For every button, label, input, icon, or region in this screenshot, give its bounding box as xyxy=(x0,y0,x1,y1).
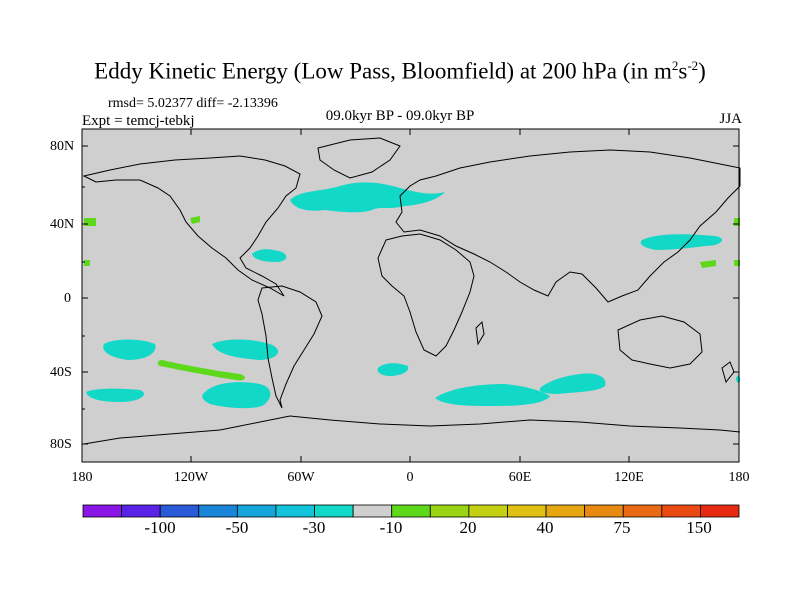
colorbar-box-12 xyxy=(545,504,586,518)
north-pacific-east-patch xyxy=(640,234,723,250)
lon-label-60w: 60W xyxy=(287,470,315,485)
lon-label-180w: 180 xyxy=(71,470,93,485)
lat-label-0: 0 xyxy=(64,291,71,306)
colorbar-label-minus100: -100 xyxy=(144,518,176,537)
colorbar-box-16 xyxy=(700,504,740,518)
australia-coast xyxy=(617,315,703,369)
antarctica-coast xyxy=(83,415,741,445)
colorbar-box-1 xyxy=(121,504,161,518)
south-pacific-positive-patch xyxy=(157,360,245,381)
gulf-patch xyxy=(252,249,287,262)
lat-label-40n: 40N xyxy=(50,217,75,232)
colorbar-box-7 xyxy=(352,504,393,518)
south-indian-patch-1 xyxy=(435,384,550,406)
colorbar-box-11 xyxy=(507,504,547,518)
lon-label-0: 0 xyxy=(406,470,414,485)
axis-ticks xyxy=(82,129,739,462)
south-pacific-patch-3 xyxy=(202,382,271,409)
colorbar-label-minus30: -30 xyxy=(302,518,326,537)
colorbar-label-minus50: -50 xyxy=(225,518,249,537)
south-pacific-patch-2 xyxy=(212,339,279,360)
colorbar-box-5 xyxy=(275,504,315,518)
coastlines xyxy=(82,137,741,445)
eurasia-coast xyxy=(395,149,741,303)
madagascar-coast xyxy=(475,320,485,346)
colorbar-box-15 xyxy=(661,504,701,518)
north-america-coast xyxy=(82,155,301,297)
colorbar-label-150: 150 xyxy=(686,518,712,537)
lon-label-120e: 120E xyxy=(614,470,644,485)
lat-label-80n: 80N xyxy=(50,139,75,154)
colorbar-box-13 xyxy=(584,504,624,518)
colorbar-box-3 xyxy=(198,504,238,518)
map-background xyxy=(82,129,739,462)
stats-label: rmsd= 5.02377 diff= -2.13396 xyxy=(108,96,278,111)
colorbar-box-0 xyxy=(82,504,122,518)
colorbar-box-9 xyxy=(429,504,470,518)
west-edge-positive-patch-1 xyxy=(84,218,96,226)
lat-label-40s: 40S xyxy=(50,365,72,380)
colorbar-label-75: 75 xyxy=(613,518,631,537)
lat-label-80s: 80S xyxy=(50,437,72,452)
south-atlantic-patch xyxy=(377,363,409,376)
colorbar-box-4 xyxy=(236,504,277,518)
colorbar-box-8 xyxy=(391,504,431,518)
north-pacific-positive-patch xyxy=(190,216,200,224)
lon-label-180e: 180 xyxy=(728,470,750,485)
positive-anomaly-patches xyxy=(84,216,740,381)
west-pacific-positive-patch xyxy=(700,260,716,268)
lon-label-60e: 60E xyxy=(508,470,532,485)
colorbar-label-20: 20 xyxy=(459,518,477,537)
colorbar-box-6 xyxy=(314,504,354,518)
africa-coast xyxy=(377,233,475,357)
negative-anomaly-patches xyxy=(86,182,740,409)
south-pacific-patch-4 xyxy=(86,388,144,402)
south-pacific-patch-1 xyxy=(103,339,156,360)
experiment-label: Expt = temcj-tebkj xyxy=(82,113,195,129)
lon-label-120w: 120W xyxy=(173,470,209,485)
colorbar-box-14 xyxy=(622,504,663,518)
colorbar-label-40: 40 xyxy=(536,518,554,537)
colorbar-box-10 xyxy=(468,504,508,518)
colorbar-box-2 xyxy=(159,504,200,518)
map-title: Eddy Kinetic Energy (Low Pass, Bloomfiel… xyxy=(94,58,706,84)
colorbar xyxy=(82,504,740,518)
greenland-coast xyxy=(317,137,401,179)
south-america-coast xyxy=(257,285,323,409)
west-edge-positive-patch-2 xyxy=(84,260,90,266)
colorbar-label-minus10: -10 xyxy=(379,518,403,537)
season-label: JJA xyxy=(719,111,742,127)
period-label: 09.0kyr BP - 09.0kyr BP xyxy=(325,108,475,124)
south-indian-patch-2 xyxy=(539,373,606,394)
